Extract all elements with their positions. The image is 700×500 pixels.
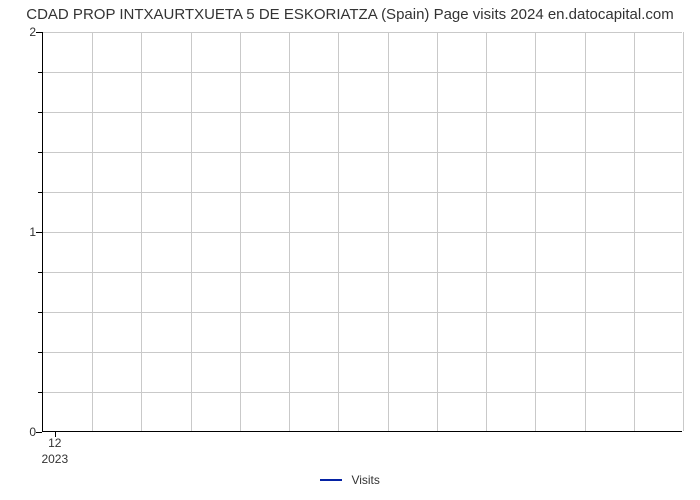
gridline-vertical [535,32,536,431]
gridline-vertical [141,32,142,431]
y-minor-tick-mark [38,392,42,393]
gridline-horizontal [43,32,682,33]
y-minor-tick-mark [38,152,42,153]
y-major-tick-mark [36,432,42,433]
plot-area [42,32,682,432]
gridline-vertical [388,32,389,431]
y-minor-tick-mark [38,352,42,353]
gridline-horizontal [43,152,682,153]
y-minor-tick-mark [38,72,42,73]
gridline-vertical [289,32,290,431]
y-tick-label: 1 [18,225,36,239]
y-minor-tick-mark [38,192,42,193]
gridline-horizontal [43,192,682,193]
gridline-vertical [683,32,684,431]
y-minor-tick-mark [38,272,42,273]
y-major-tick-mark [36,232,42,233]
y-minor-tick-mark [38,312,42,313]
legend-swatch [320,479,342,481]
x-tick-mark [55,432,56,437]
x-tick-year: 2023 [41,452,68,466]
gridline-vertical [191,32,192,431]
gridline-horizontal [43,272,682,273]
gridline-vertical [92,32,93,431]
gridline-horizontal [43,312,682,313]
gridline-horizontal [43,232,682,233]
gridline-vertical [634,32,635,431]
gridline-vertical [338,32,339,431]
gridline-vertical [437,32,438,431]
y-major-tick-mark [36,32,42,33]
y-tick-label: 0 [18,425,36,439]
gridline-horizontal [43,112,682,113]
gridline-vertical [486,32,487,431]
y-minor-tick-mark [38,112,42,113]
gridline-horizontal [43,392,682,393]
chart-title: CDAD PROP INTXAURTXUETA 5 DE ESKORIATZA … [0,6,700,23]
gridline-vertical [585,32,586,431]
legend-label: Visits [351,473,379,487]
x-tick-month: 12 [48,436,61,450]
gridline-horizontal [43,352,682,353]
legend: Visits [0,472,700,487]
y-tick-label: 2 [18,25,36,39]
gridline-vertical [240,32,241,431]
chart-container: CDAD PROP INTXAURTXUETA 5 DE ESKORIATZA … [0,0,700,500]
gridline-horizontal [43,72,682,73]
